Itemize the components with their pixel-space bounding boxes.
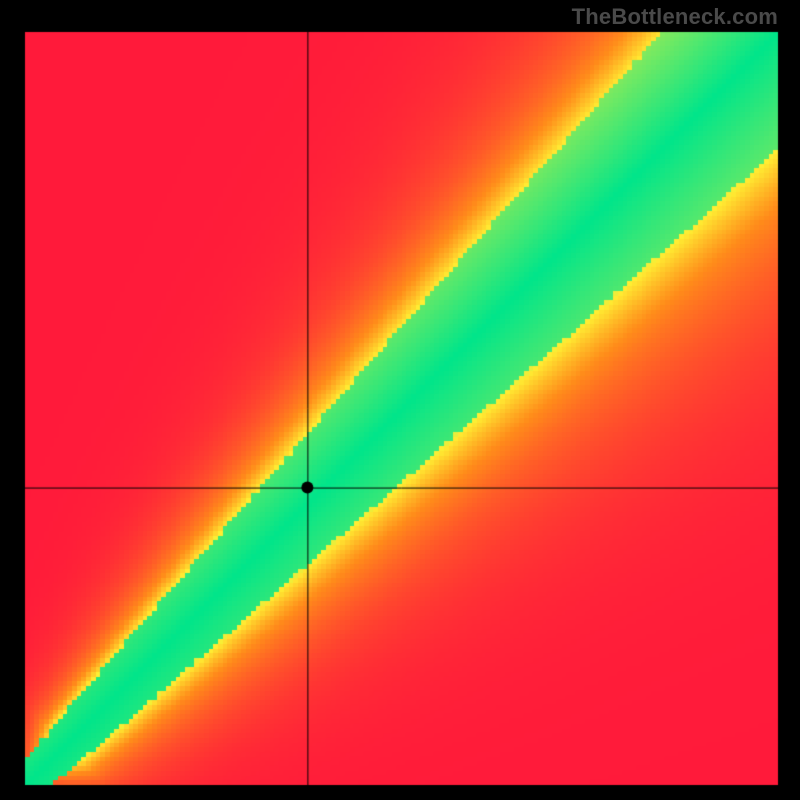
bottleneck-heatmap [0, 0, 800, 800]
chart-container: TheBottleneck.com [0, 0, 800, 800]
watermark-text: TheBottleneck.com [572, 4, 778, 30]
